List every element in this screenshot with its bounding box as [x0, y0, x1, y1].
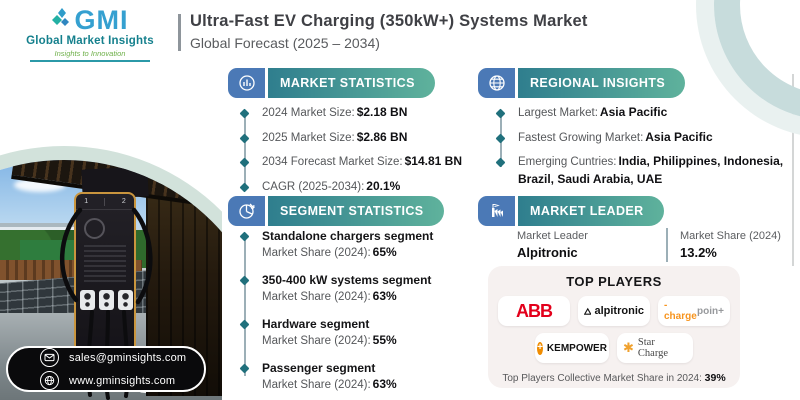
title-divider-bar — [178, 14, 181, 51]
page-title: Ultra-Fast EV Charging (350kW+) Systems … — [190, 12, 588, 30]
market-leader-info: Market Leader Alpitronic Market Share (2… — [517, 228, 781, 262]
globe-icon — [40, 371, 59, 390]
abb-logo: ABB — [498, 296, 570, 326]
regional-item: Largest Market: Asia Pacific — [490, 104, 790, 122]
photo-charger-unit: 1 2 — [74, 192, 136, 358]
segment-item: 350-400 kW systems segment Market Share … — [234, 272, 433, 305]
regional-insights-header: REGIONAL INSIGHTS — [478, 68, 686, 98]
market-stat-item: 2034 Forecast Market Size: $14.81 BN — [234, 153, 462, 171]
alpitronic-logo: alpitronic — [578, 296, 650, 326]
alpitronic-triangle-icon — [584, 307, 592, 315]
market-leader-cell: Market Leader Alpitronic — [517, 230, 588, 260]
logo-tagline: Insights to Innovation — [54, 49, 126, 58]
market-leader-icon — [478, 196, 515, 226]
starcharge-logo: ✱ Star Charge — [617, 333, 693, 363]
top-players-box: TOP PLAYERS ABB alpitronic -charge poin+ … — [488, 266, 740, 388]
logo-text: GMI — [74, 5, 129, 35]
regional-insights-icon — [478, 68, 515, 98]
right-margin-line — [792, 74, 794, 266]
contact-website-link[interactable]: www.gminsights.com — [40, 371, 196, 390]
contact-email-text: sales@gminsights.com — [69, 351, 187, 364]
market-leader-header: MARKET LEADER — [478, 196, 664, 226]
top-players-heading: TOP PLAYERS — [566, 274, 662, 289]
segment-statistics-heading: SEGMENT STATISTICS — [268, 196, 444, 226]
charger-bay-2-label: 2 — [121, 198, 126, 205]
market-leader-heading: MARKET LEADER — [518, 196, 664, 226]
kempower-plus-icon: + — [537, 341, 543, 355]
market-stat-item: 2025 Market Size: $2.86 BN — [234, 129, 462, 147]
market-statistics-list: 2024 Market Size: $2.18 BN 2025 Market Si… — [234, 104, 462, 202]
contact-email-link[interactable]: sales@gminsights.com — [40, 348, 196, 367]
contact-website-text: www.gminsights.com — [69, 374, 176, 387]
regional-item: Fastest Growing Market: Asia Pacific — [490, 129, 790, 147]
charger-vents — [84, 244, 126, 282]
segment-item: Hardware segment Market Share (2024): 55% — [234, 316, 433, 349]
market-share-cell: Market Share (2024) 13.2% — [680, 230, 781, 260]
regional-insights-heading: REGIONAL INSIGHTS — [518, 68, 686, 98]
market-statistics-header: MARKET STATISTICS — [228, 68, 435, 98]
top-players-footer: Top Players Collective Market Share in 2… — [502, 372, 726, 384]
market-stat-item: CAGR (2025-2034): 20.1% — [234, 178, 462, 196]
charger-emblem — [84, 218, 105, 239]
market-stat-item: 2024 Market Size: $2.18 BN — [234, 104, 462, 122]
segment-statistics-header: SEGMENT STATISTICS — [228, 196, 444, 226]
market-statistics-icon — [228, 68, 265, 98]
charger-bay-1-label: 1 — [84, 198, 89, 205]
starcharge-star-icon: ✱ — [623, 340, 634, 356]
gmi-logo: GMI Global Market Insights Insights to I… — [12, 7, 168, 62]
gmi-diamonds-icon — [51, 7, 69, 26]
contact-card: sales@gminsights.com www.gminsights.com — [6, 346, 206, 392]
charger-sockets — [80, 290, 133, 310]
segment-statistics-list: Standalone chargers segment Market Share… — [234, 228, 433, 400]
regional-insights-list: Largest Market: Asia Pacific Fastest Grow… — [490, 104, 790, 195]
segment-item: Passenger segment Market Share (2024): 63… — [234, 360, 433, 393]
regional-item: Emerging Cuntries: India, Philippines, In… — [490, 153, 790, 188]
chargepoint-logo: -charge poin+ — [658, 296, 730, 326]
logo-underline — [30, 60, 150, 62]
segment-item: Standalone chargers segment Market Share… — [234, 228, 433, 261]
email-icon — [40, 348, 59, 367]
page-subtitle: Global Forecast (2025 – 2034) — [190, 35, 380, 51]
kempower-logo: + KEMPOWER — [535, 333, 609, 363]
segment-statistics-icon — [228, 196, 265, 226]
leader-divider — [666, 228, 668, 262]
market-statistics-heading: MARKET STATISTICS — [268, 68, 435, 98]
logo-company-name: Global Market Insights — [26, 35, 154, 47]
decor-ring — [714, 0, 800, 120]
